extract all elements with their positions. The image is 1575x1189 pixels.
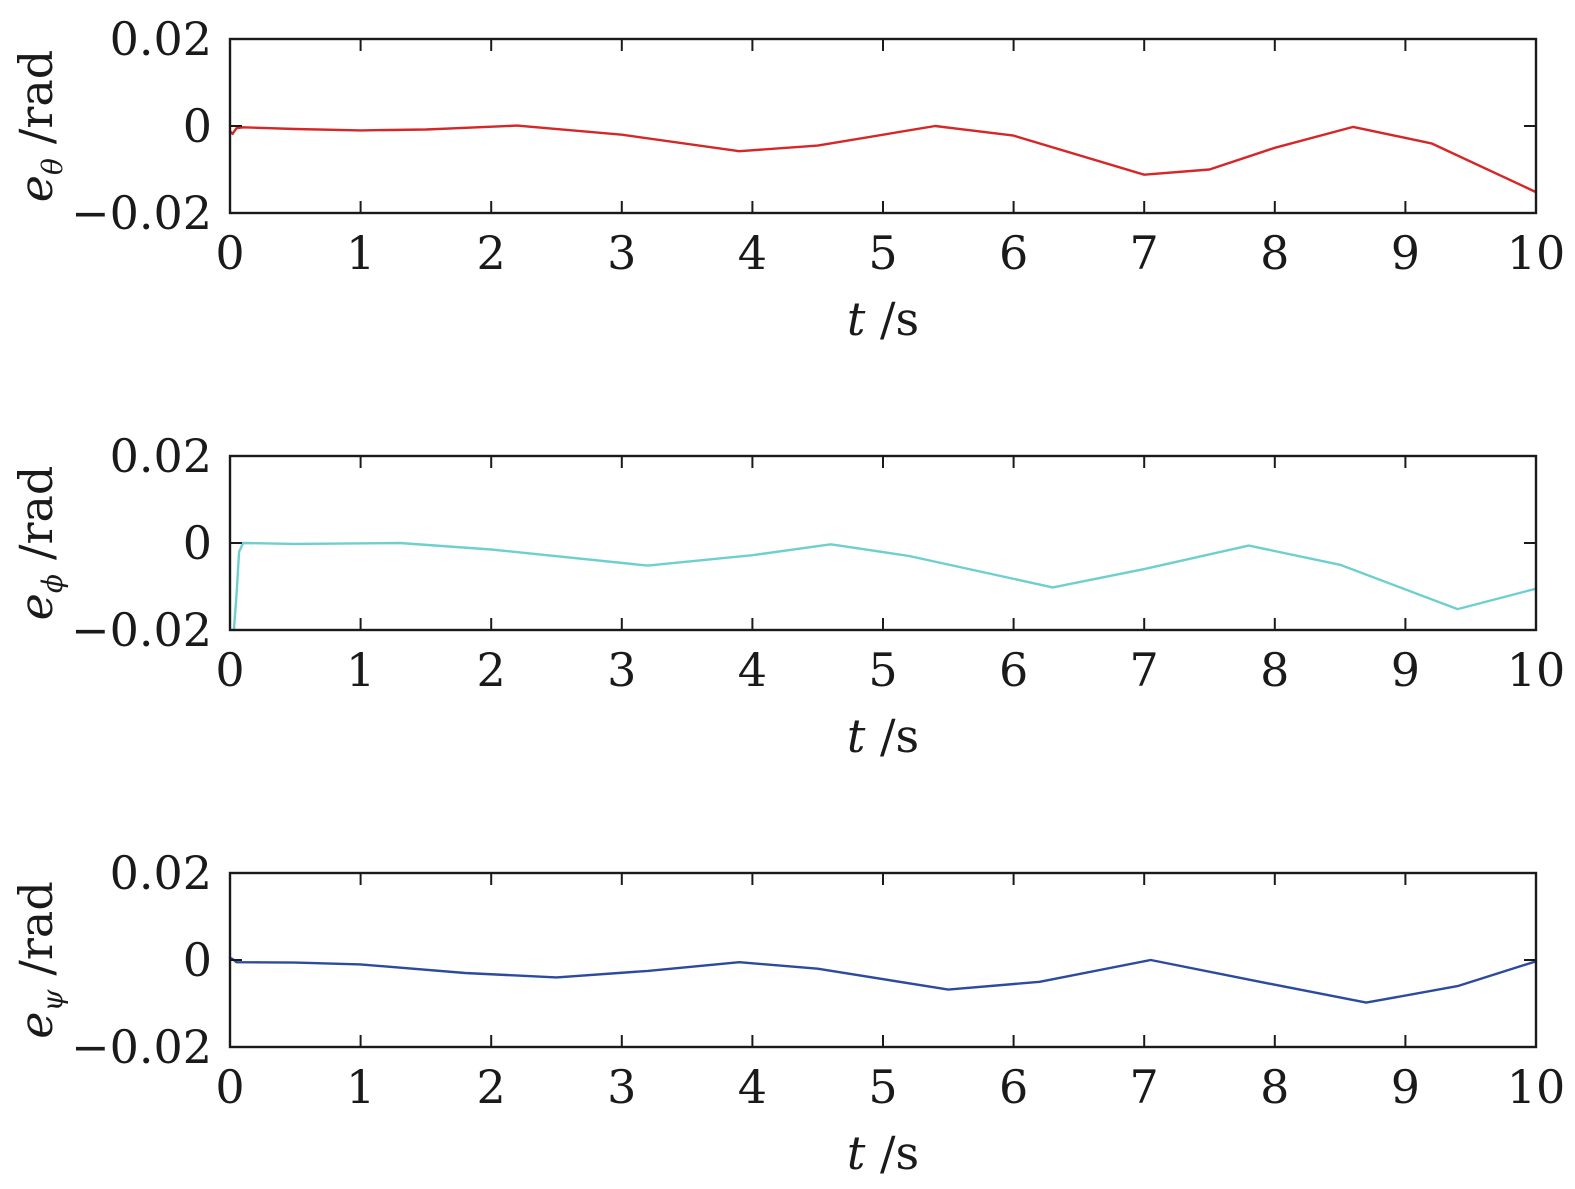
- x-tick-label: 4: [738, 226, 767, 280]
- y-axis-unit: /rad: [9, 50, 63, 144]
- series-line: [228, 956, 1538, 1004]
- x-tick-label: 0: [215, 643, 244, 697]
- x-tick-label: 1: [346, 226, 375, 280]
- x-tick-label: 9: [1391, 1060, 1420, 1114]
- x-tick-label: 0: [215, 226, 244, 280]
- x-tick-label: 4: [738, 1060, 767, 1114]
- x-axis-spacer: [865, 292, 880, 346]
- x-tick-label: 3: [607, 1060, 636, 1114]
- y-tick-label: 0: [183, 516, 212, 570]
- x-tick-label: 4: [738, 643, 767, 697]
- x-tick-label: 3: [607, 226, 636, 280]
- y-tick-label: 0.02: [110, 846, 212, 900]
- y-axis-label: eϕ/rad: [9, 466, 69, 621]
- x-tick-label: 6: [999, 643, 1028, 697]
- x-tick-label: 0: [215, 1060, 244, 1114]
- x-tick-label: 7: [1130, 643, 1159, 697]
- y-tick-label: 0: [183, 99, 212, 153]
- y-axis-variable: e: [9, 1012, 63, 1039]
- x-tick-label: 8: [1260, 643, 1289, 697]
- y-axis-subscript: θ: [36, 158, 69, 175]
- x-axis-label: t /s: [847, 292, 919, 346]
- x-tick-label: 7: [1130, 1060, 1159, 1114]
- x-tick-label: 2: [477, 226, 506, 280]
- x-axis-variable: t: [847, 1126, 866, 1180]
- y-tick-label: −0.02: [71, 186, 212, 240]
- series-line: [232, 541, 1538, 632]
- y-axis-variable: e: [9, 175, 63, 202]
- y-tick-label: −0.02: [71, 1020, 212, 1074]
- x-axis-label: t /s: [847, 709, 919, 763]
- x-tick-label: 10: [1507, 226, 1566, 280]
- y-tick-label: 0.02: [110, 12, 212, 66]
- x-axis-spacer: [865, 1126, 880, 1180]
- axes-frame: [228, 37, 1538, 215]
- x-tick-label: 7: [1130, 226, 1159, 280]
- x-axis-unit: /s: [880, 292, 919, 346]
- x-tick-label: 10: [1507, 643, 1566, 697]
- y-tick-label: 0.02: [110, 429, 212, 483]
- y-axis-unit: /rad: [9, 466, 63, 560]
- x-tick-label: 2: [477, 1060, 506, 1114]
- x-tick-label: 8: [1260, 1060, 1289, 1114]
- x-tick-label: 6: [999, 226, 1028, 280]
- x-axis-label: t /s: [847, 1126, 919, 1180]
- x-axis-unit: /s: [880, 709, 919, 763]
- y-axis-label: eθ/rad: [9, 50, 69, 202]
- x-axis-spacer: [865, 709, 880, 763]
- x-tick-label: 9: [1391, 643, 1420, 697]
- y-axis-subscript: ϕ: [36, 574, 69, 593]
- x-tick-label: 1: [346, 643, 375, 697]
- x-tick-label: 5: [868, 643, 897, 697]
- x-tick-label: 1: [346, 1060, 375, 1114]
- x-tick-label: 2: [477, 643, 506, 697]
- axes-frame: [228, 454, 1538, 632]
- x-axis-variable: t: [847, 292, 866, 346]
- x-axis-unit: /s: [880, 1126, 919, 1180]
- x-tick-label: 6: [999, 1060, 1028, 1114]
- y-axis-label: eψ/rad: [9, 881, 69, 1039]
- y-axis-subscript: ψ: [36, 989, 69, 1012]
- series-line: [228, 124, 1538, 194]
- x-tick-label: 3: [607, 643, 636, 697]
- y-tick-label: −0.02: [71, 603, 212, 657]
- x-axis-variable: t: [847, 709, 866, 763]
- x-tick-label: 5: [868, 1060, 897, 1114]
- y-tick-label: 0: [183, 933, 212, 987]
- x-tick-label: 5: [868, 226, 897, 280]
- axes-frame: [228, 871, 1538, 1049]
- x-tick-label: 10: [1507, 1060, 1566, 1114]
- x-tick-label: 8: [1260, 226, 1289, 280]
- y-axis-variable: e: [9, 593, 63, 620]
- x-tick-label: 9: [1391, 226, 1420, 280]
- y-axis-unit: /rad: [9, 881, 63, 975]
